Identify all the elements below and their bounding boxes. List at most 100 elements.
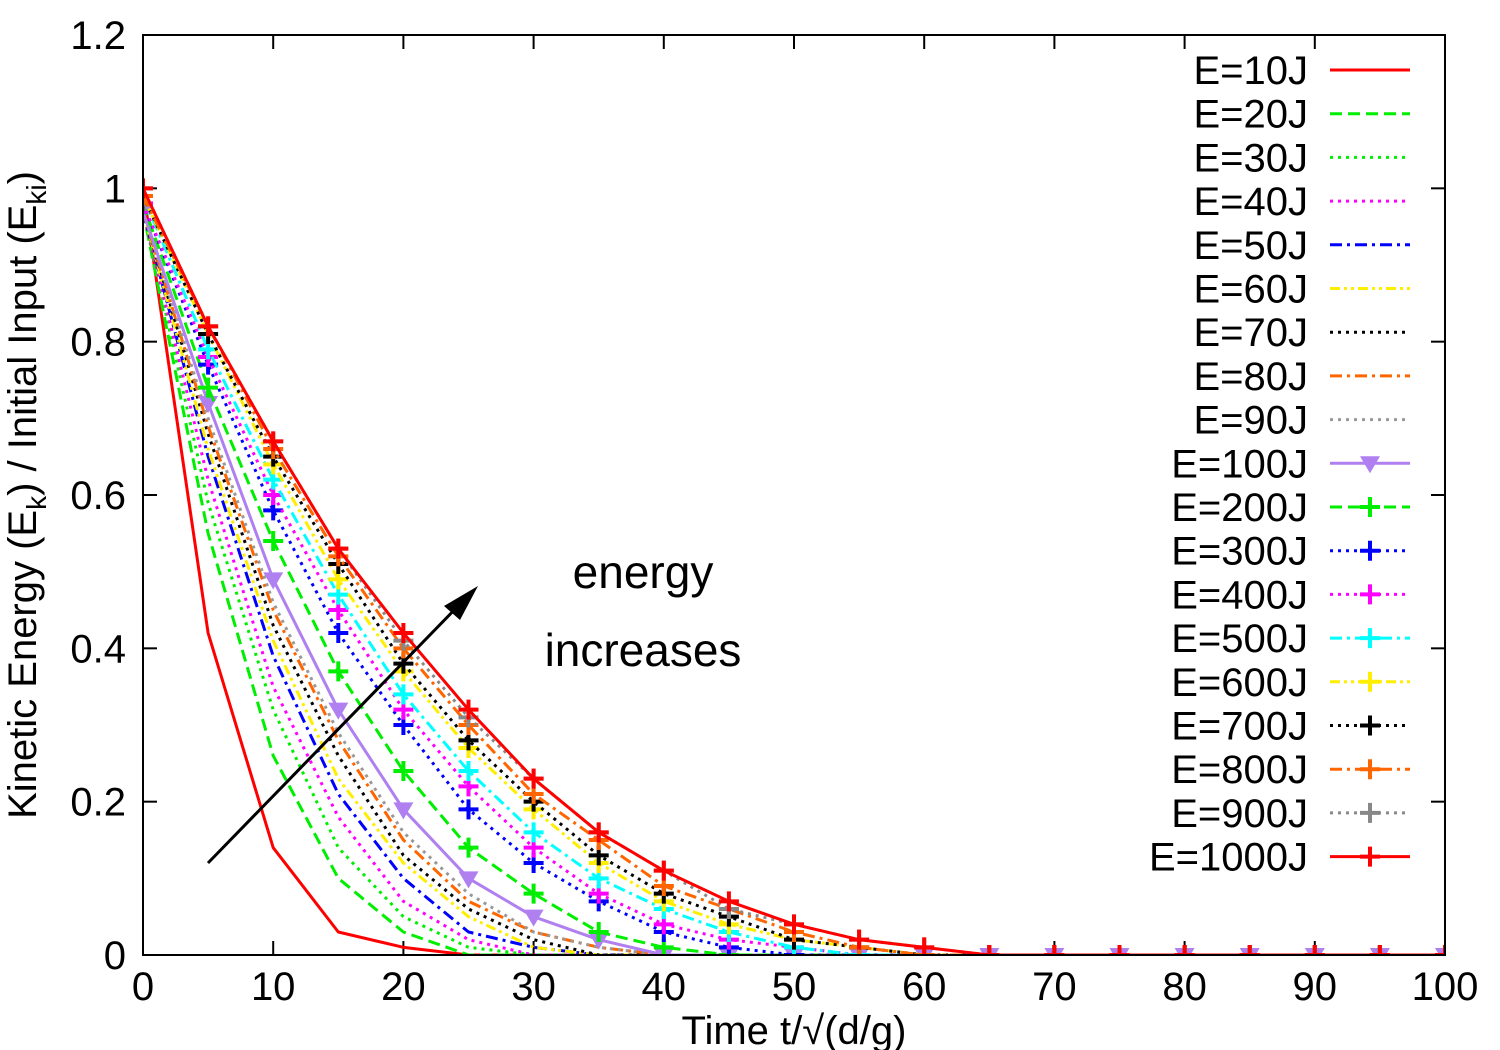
marker-plus [143, 186, 153, 206]
annotation-arrowhead [444, 586, 478, 620]
annotation-text: energy [573, 546, 714, 598]
marker-plus [393, 684, 414, 705]
marker-plus [1044, 945, 1065, 955]
legend-label: E=40J [1193, 180, 1308, 224]
marker-plus [458, 761, 479, 781]
series-line [143, 188, 1445, 955]
marker-plus [1369, 945, 1390, 955]
marker-plus [1360, 540, 1380, 561]
legend-label: E=30J [1193, 136, 1308, 180]
legend: E=10JE=20JE=30JE=40JE=50JE=60JE=70JE=80J… [1149, 49, 1410, 880]
marker-plus [393, 761, 414, 781]
legend-label: E=80J [1193, 355, 1308, 399]
marker-plus [1109, 945, 1130, 955]
y-axis-label: Kinetic Energy (Ek) / Initial Input (Eki… [1, 171, 52, 819]
y-tick-label: 1.2 [70, 14, 126, 58]
y-tick-label: 0.6 [70, 474, 126, 518]
plot-area [143, 178, 1445, 955]
marker-plus [1304, 945, 1325, 955]
y-axis-label-subscript: ki [21, 184, 52, 204]
legend-label: E=600J [1171, 661, 1308, 705]
annotation-text: increases [545, 624, 742, 676]
marker-plus [328, 661, 349, 682]
x-axis-label: Time t/√(d/g) [682, 1009, 907, 1050]
marker-triangle [1360, 456, 1380, 474]
x-tick-label: 80 [1162, 965, 1207, 1009]
legend-label: E=800J [1171, 748, 1308, 792]
legend-label: E=200J [1171, 486, 1308, 530]
marker-plus [979, 945, 1000, 955]
marker-plus [1360, 628, 1380, 649]
series-line [143, 210, 1445, 955]
x-tick-label: 50 [772, 965, 817, 1009]
x-tick-label: 60 [902, 965, 947, 1009]
y-tick-label: 0.2 [70, 781, 126, 825]
marker-plus [263, 531, 284, 551]
marker-plus [523, 883, 544, 904]
marker-triangle [263, 572, 284, 590]
x-tick-label: 70 [1032, 965, 1077, 1009]
marker-plus [1360, 671, 1380, 692]
marker-plus [1360, 802, 1380, 823]
legend-label: E=300J [1171, 530, 1308, 574]
marker-plus [263, 431, 284, 452]
marker-plus [588, 822, 609, 843]
y-axis-label-part: ) [1, 171, 45, 184]
x-tick-label: 20 [381, 965, 426, 1009]
y-tick-label: 0.4 [70, 627, 126, 671]
x-tick-label: 30 [511, 965, 556, 1009]
marker-plus [1360, 497, 1380, 517]
axes: 0 0.2 0.4 0.6 0.8 1 1.2 0 10 20 30 40 50 60 70 80 90 100 [70, 14, 1478, 1009]
marker-plus [393, 623, 414, 643]
y-axis-label-subscript: k [21, 495, 52, 510]
marker-plus [458, 837, 479, 858]
x-tick-label: 90 [1293, 965, 1338, 1009]
series-line [143, 210, 1445, 955]
x-tick-label: 0 [132, 965, 154, 1009]
series-line [143, 210, 1445, 955]
legend-label: E=1000J [1149, 836, 1308, 880]
x-tick-label: 10 [251, 965, 296, 1009]
series-line [143, 210, 1445, 955]
marker-plus [198, 377, 219, 398]
legend-label: E=50J [1193, 224, 1308, 268]
y-axis-label-part: Kinetic Energy (E [1, 510, 45, 819]
annotation-arrow [206, 600, 464, 865]
legend-label: E=400J [1171, 573, 1308, 617]
legend-label: E=100J [1171, 442, 1308, 486]
plot-frame [142, 34, 1446, 956]
legend-label: E=500J [1171, 617, 1308, 661]
marker-plus [1239, 945, 1260, 955]
marker-plus [1360, 584, 1380, 605]
marker-plus [1360, 846, 1380, 867]
marker-plus [458, 799, 479, 820]
series-line [143, 203, 1445, 955]
y-tick-label: 0 [104, 934, 126, 978]
marker-plus [718, 891, 739, 912]
legend-label: E=70J [1193, 311, 1308, 355]
marker-triangle [523, 909, 544, 927]
marker-triangle [328, 702, 349, 720]
y-axis-label-part: ) / Initial Input (E [1, 205, 45, 496]
marker-plus [653, 860, 674, 881]
marker-plus [198, 316, 219, 337]
marker-plus [1360, 759, 1380, 780]
x-tick-label: 100 [1412, 965, 1479, 1009]
marker-plus [588, 922, 609, 942]
marker-plus [523, 822, 544, 843]
legend-label: E=20J [1193, 93, 1308, 137]
x-tick-label: 40 [642, 965, 687, 1009]
y-tick-label: 1 [104, 167, 126, 211]
marker-plus [143, 178, 153, 199]
legend-label: E=90J [1193, 399, 1308, 443]
marker-triangle [393, 802, 414, 820]
marker-plus [328, 623, 349, 643]
series-line [143, 203, 1445, 955]
marker-plus [458, 699, 479, 720]
legend-label: E=60J [1193, 268, 1308, 312]
series-line [143, 211, 1445, 955]
marker-plus [328, 538, 349, 559]
legend-label: E=900J [1171, 792, 1308, 836]
